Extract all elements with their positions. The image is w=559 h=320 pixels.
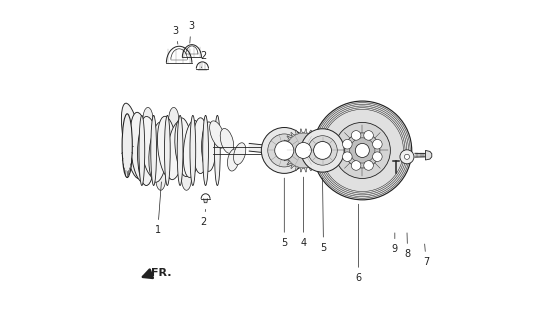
Ellipse shape — [207, 130, 216, 149]
Circle shape — [286, 133, 321, 168]
Ellipse shape — [183, 120, 201, 177]
Ellipse shape — [169, 108, 179, 133]
Text: 3: 3 — [188, 21, 194, 43]
Ellipse shape — [164, 116, 170, 186]
Ellipse shape — [181, 165, 192, 190]
Ellipse shape — [220, 128, 234, 153]
Ellipse shape — [121, 103, 143, 179]
Ellipse shape — [140, 116, 161, 178]
Circle shape — [274, 141, 294, 160]
Ellipse shape — [195, 130, 203, 149]
Circle shape — [364, 161, 373, 170]
Circle shape — [314, 141, 331, 159]
Ellipse shape — [203, 116, 209, 186]
Ellipse shape — [158, 116, 177, 178]
Circle shape — [313, 101, 412, 200]
Ellipse shape — [190, 116, 196, 186]
Text: 7: 7 — [423, 244, 429, 267]
Circle shape — [343, 140, 352, 149]
Ellipse shape — [143, 108, 153, 133]
Circle shape — [356, 143, 369, 157]
Ellipse shape — [202, 122, 216, 171]
Ellipse shape — [175, 118, 193, 177]
Circle shape — [334, 123, 390, 179]
Text: 5: 5 — [281, 178, 287, 248]
Ellipse shape — [166, 121, 186, 180]
Circle shape — [308, 136, 337, 165]
Ellipse shape — [139, 116, 145, 186]
Circle shape — [352, 161, 361, 170]
Text: 9: 9 — [392, 233, 398, 254]
Ellipse shape — [215, 116, 220, 186]
Ellipse shape — [192, 118, 209, 173]
Ellipse shape — [130, 112, 150, 182]
Circle shape — [295, 142, 311, 158]
Polygon shape — [425, 150, 432, 160]
Text: 2: 2 — [201, 209, 207, 227]
Circle shape — [345, 133, 380, 168]
Ellipse shape — [122, 114, 132, 178]
Text: 6: 6 — [356, 204, 362, 283]
Circle shape — [352, 131, 361, 140]
Circle shape — [350, 138, 375, 163]
Text: 2: 2 — [201, 52, 207, 68]
Circle shape — [400, 150, 414, 164]
Ellipse shape — [151, 116, 157, 186]
Circle shape — [262, 127, 307, 173]
Ellipse shape — [228, 149, 239, 171]
Ellipse shape — [149, 122, 168, 182]
Circle shape — [404, 154, 410, 159]
Text: 1: 1 — [155, 182, 162, 235]
Circle shape — [373, 152, 382, 162]
Ellipse shape — [234, 143, 246, 164]
Ellipse shape — [210, 121, 225, 148]
Polygon shape — [249, 143, 280, 154]
Circle shape — [268, 134, 301, 167]
Ellipse shape — [155, 165, 166, 190]
Text: 3: 3 — [172, 26, 178, 44]
Ellipse shape — [138, 122, 155, 186]
Circle shape — [343, 152, 352, 162]
Text: 8: 8 — [405, 233, 411, 259]
Circle shape — [364, 131, 373, 140]
Polygon shape — [415, 153, 426, 157]
Polygon shape — [203, 199, 207, 203]
Circle shape — [373, 140, 382, 149]
Circle shape — [301, 129, 344, 172]
Text: 4: 4 — [300, 177, 306, 248]
Ellipse shape — [177, 116, 183, 186]
Text: FR.: FR. — [151, 268, 172, 278]
Text: 5: 5 — [320, 178, 326, 252]
Polygon shape — [282, 129, 325, 172]
